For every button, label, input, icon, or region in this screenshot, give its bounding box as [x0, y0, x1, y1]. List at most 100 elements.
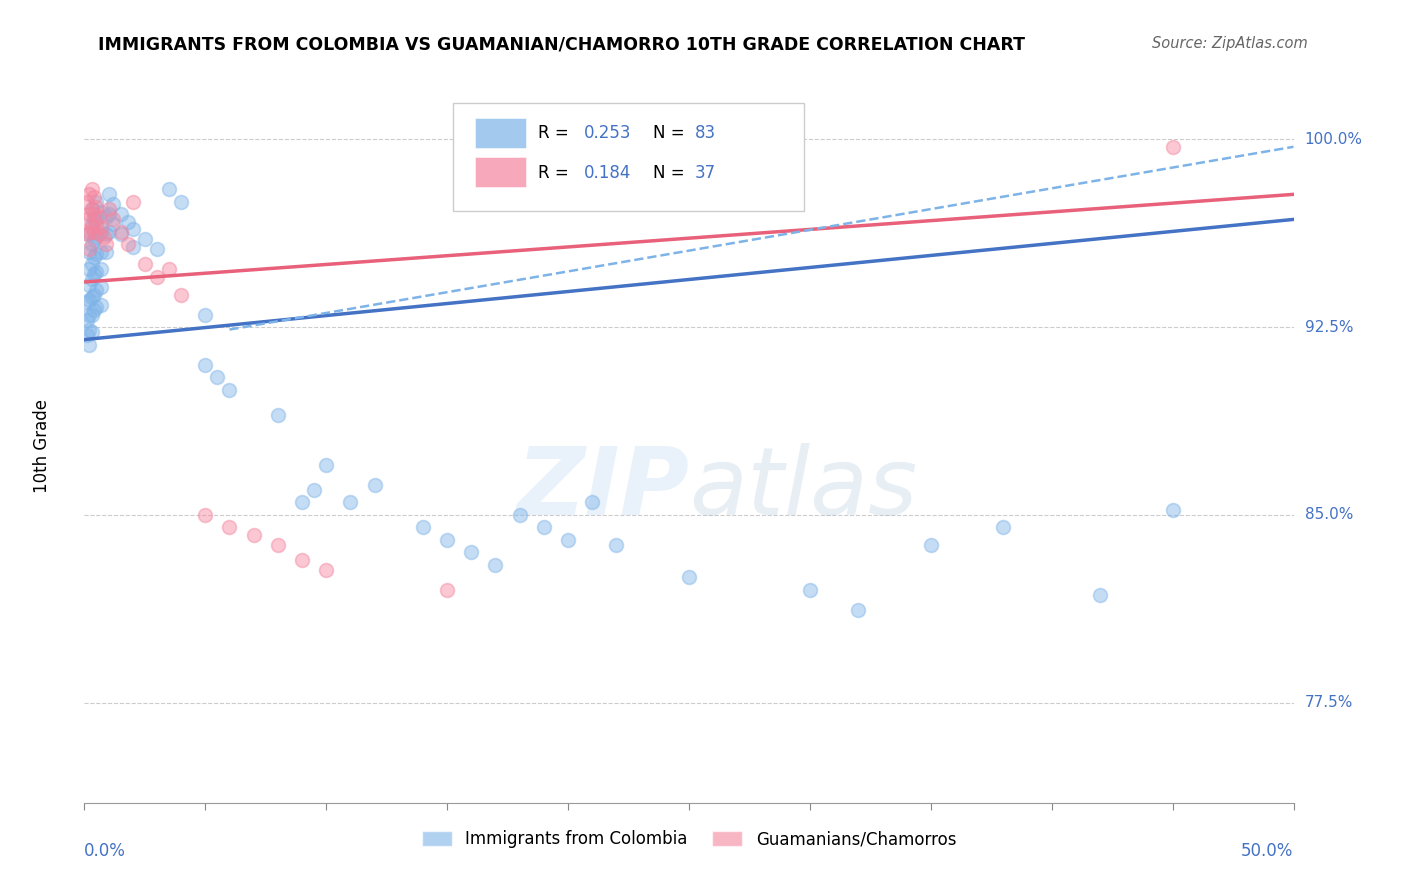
Point	[799, 582, 821, 597]
Point	[86, 247, 108, 261]
Point	[103, 197, 125, 211]
Point	[76, 212, 98, 227]
Point	[77, 337, 100, 351]
Point	[83, 232, 105, 246]
Point	[97, 187, 120, 202]
Text: ZIP: ZIP	[516, 442, 689, 535]
Text: 92.5%: 92.5%	[1305, 319, 1353, 334]
Point	[557, 533, 579, 547]
Point	[121, 222, 143, 236]
Point	[97, 202, 120, 217]
Point	[121, 194, 143, 209]
Point	[77, 277, 100, 292]
Point	[146, 270, 169, 285]
Point	[117, 237, 139, 252]
Point	[77, 187, 100, 202]
Point	[76, 295, 98, 310]
FancyBboxPatch shape	[453, 103, 804, 211]
Point	[77, 262, 100, 277]
Point	[77, 293, 100, 307]
Point	[363, 478, 385, 492]
Point	[86, 212, 108, 227]
Text: Source: ZipAtlas.com: Source: ZipAtlas.com	[1152, 36, 1308, 51]
Point	[110, 225, 132, 239]
Point	[339, 495, 361, 509]
Text: 83: 83	[695, 125, 716, 143]
Point	[412, 520, 434, 534]
Point	[87, 227, 110, 242]
Point	[103, 218, 125, 232]
Point	[134, 232, 156, 246]
Point	[83, 302, 105, 317]
Point	[103, 212, 125, 227]
Point	[846, 603, 869, 617]
Point	[80, 290, 103, 304]
Point	[117, 215, 139, 229]
Point	[83, 212, 105, 227]
Point	[194, 358, 217, 372]
Point	[1161, 503, 1184, 517]
Point	[302, 483, 325, 497]
Point	[242, 528, 264, 542]
Point	[80, 308, 103, 322]
Point	[90, 219, 112, 234]
Point	[110, 227, 132, 242]
Point	[110, 207, 132, 221]
Point	[90, 244, 112, 259]
Point	[509, 508, 531, 522]
Text: 50.0%: 50.0%	[1241, 842, 1294, 860]
Point	[76, 327, 98, 342]
Point	[77, 308, 100, 322]
Point	[77, 322, 100, 336]
Text: 77.5%: 77.5%	[1305, 695, 1353, 710]
Point	[76, 227, 98, 242]
Point	[460, 545, 482, 559]
Point	[605, 538, 627, 552]
Point	[80, 202, 103, 217]
Text: 100.0%: 100.0%	[1305, 132, 1362, 147]
Point	[267, 408, 290, 422]
Point	[86, 283, 108, 297]
Point	[134, 257, 156, 271]
Point	[533, 520, 555, 534]
Point	[76, 194, 98, 209]
Text: 10th Grade: 10th Grade	[32, 399, 51, 493]
FancyBboxPatch shape	[475, 157, 526, 187]
Text: R =: R =	[538, 125, 574, 143]
Point	[920, 538, 942, 552]
Point	[80, 257, 103, 271]
Point	[86, 200, 108, 214]
Point	[77, 243, 100, 257]
Point	[83, 225, 105, 239]
Point	[87, 210, 110, 224]
Point	[194, 508, 217, 522]
Point	[77, 225, 100, 239]
Point	[83, 268, 105, 282]
Point	[94, 227, 117, 242]
Text: atlas: atlas	[689, 443, 917, 534]
Point	[77, 244, 100, 259]
Text: 85.0%: 85.0%	[1305, 508, 1353, 523]
Point	[86, 300, 108, 314]
Point	[90, 262, 112, 277]
Point	[77, 207, 100, 221]
Point	[170, 194, 193, 209]
Point	[291, 553, 314, 567]
Point	[90, 225, 112, 239]
Point	[146, 243, 169, 257]
Point	[436, 533, 458, 547]
Point	[581, 495, 603, 509]
Point	[218, 383, 240, 397]
Point	[80, 218, 103, 232]
Point	[207, 370, 229, 384]
Point	[86, 265, 108, 279]
Point	[267, 538, 290, 552]
Text: 0.0%: 0.0%	[84, 842, 127, 860]
Point	[83, 287, 105, 301]
Point	[93, 230, 115, 244]
Point	[157, 262, 180, 277]
Point	[90, 280, 112, 294]
Point	[80, 219, 103, 234]
Legend: Immigrants from Colombia, Guamanians/Chamorros: Immigrants from Colombia, Guamanians/Cha…	[415, 824, 963, 855]
Point	[80, 325, 103, 339]
